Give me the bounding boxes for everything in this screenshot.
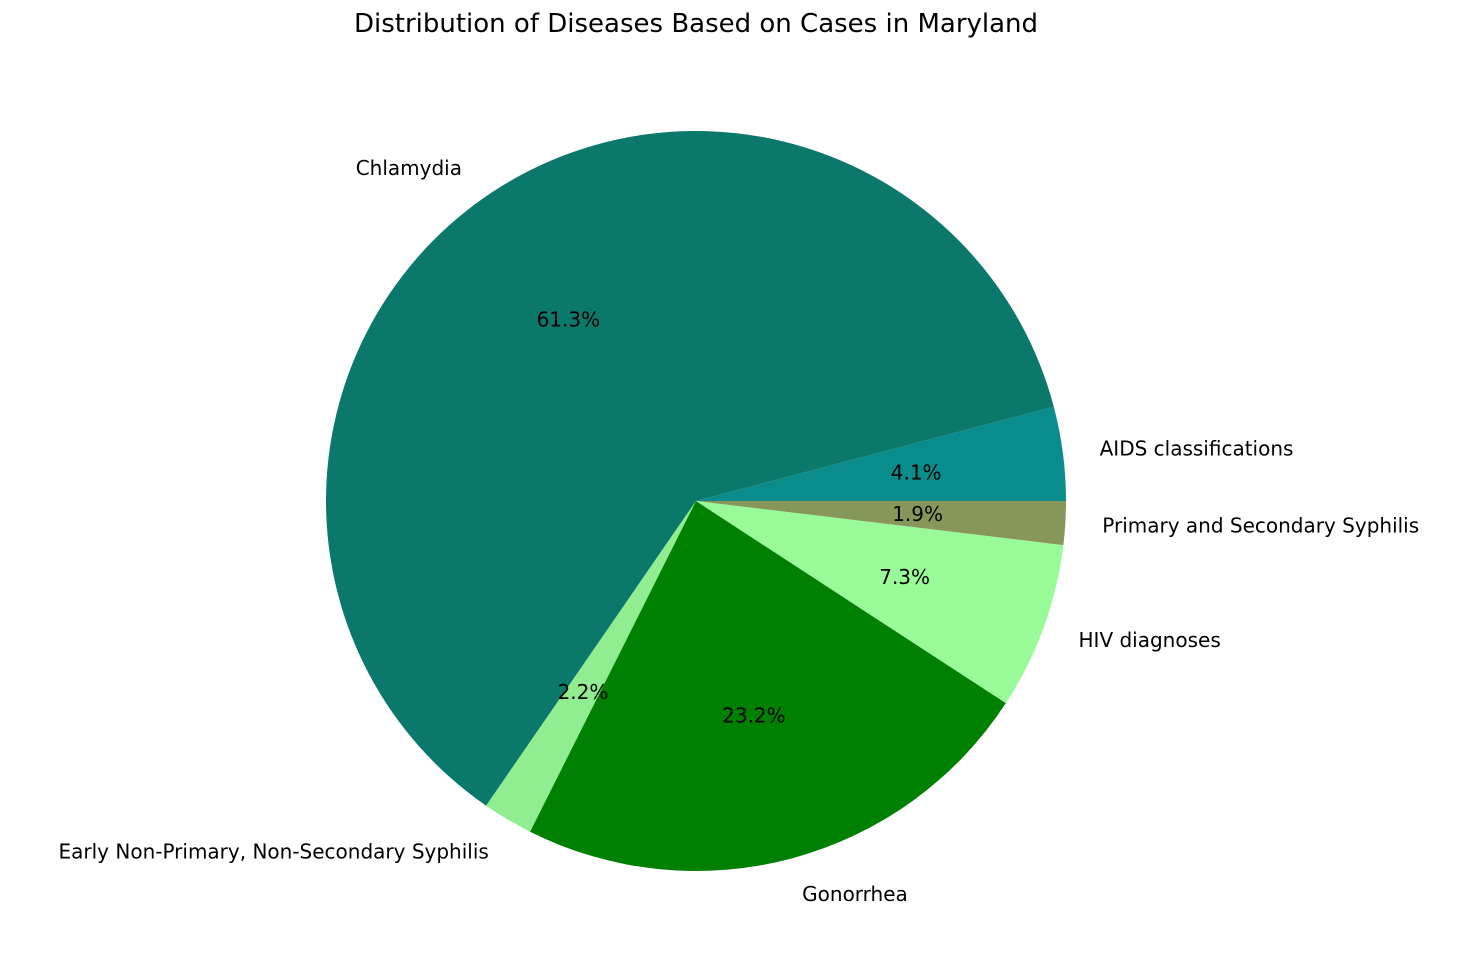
slice-label-early-non-primary-non-secondary-syphilis: Early Non-Primary, Non-Secondary Syphili… bbox=[59, 839, 489, 863]
slice-label-hiv-diagnoses: HIV diagnoses bbox=[1079, 628, 1221, 652]
percent-label-aids-classifications: 4.1% bbox=[891, 460, 942, 484]
slice-label-aids-classifications: AIDS classifications bbox=[1100, 437, 1294, 461]
slice-label-primary-and-secondary-syphilis: Primary and Secondary Syphilis bbox=[1102, 513, 1419, 537]
pie-slice-early-non-primary-non-secondary-syphilis bbox=[486, 501, 696, 832]
percent-label-chlamydia: 61.3% bbox=[537, 307, 601, 331]
pie-slice-chlamydia bbox=[325, 131, 1054, 806]
slice-label-gonorrhea: Gonorrhea bbox=[802, 882, 908, 906]
percent-label-hiv-diagnoses: 7.3% bbox=[879, 565, 930, 589]
slice-labels: AIDS classifications Chlamydia Early Non-P… bbox=[59, 156, 1420, 906]
pie-slice-aids-classifications bbox=[696, 406, 1066, 501]
percent-label-early-non-primary-non-secondary-syphilis: 2.2% bbox=[558, 680, 609, 704]
slice-label-chlamydia: Chlamydia bbox=[356, 156, 462, 180]
pie-slice-gonorrhea bbox=[530, 501, 1006, 872]
pie-slice-primary-and-secondary-syphilis bbox=[696, 501, 1066, 546]
pie-slice-hiv-diagnoses bbox=[696, 501, 1064, 704]
percent-labels: 4.1% 61.3% 2.2% 23.2% 7.3% 1.9% bbox=[537, 307, 943, 727]
percent-label-primary-and-secondary-syphilis: 1.9% bbox=[892, 502, 943, 526]
percent-label-gonorrhea: 23.2% bbox=[722, 703, 786, 727]
pie-slices bbox=[325, 131, 1066, 872]
chart-title: Distribution of Diseases Based on Cases … bbox=[354, 9, 1038, 39]
